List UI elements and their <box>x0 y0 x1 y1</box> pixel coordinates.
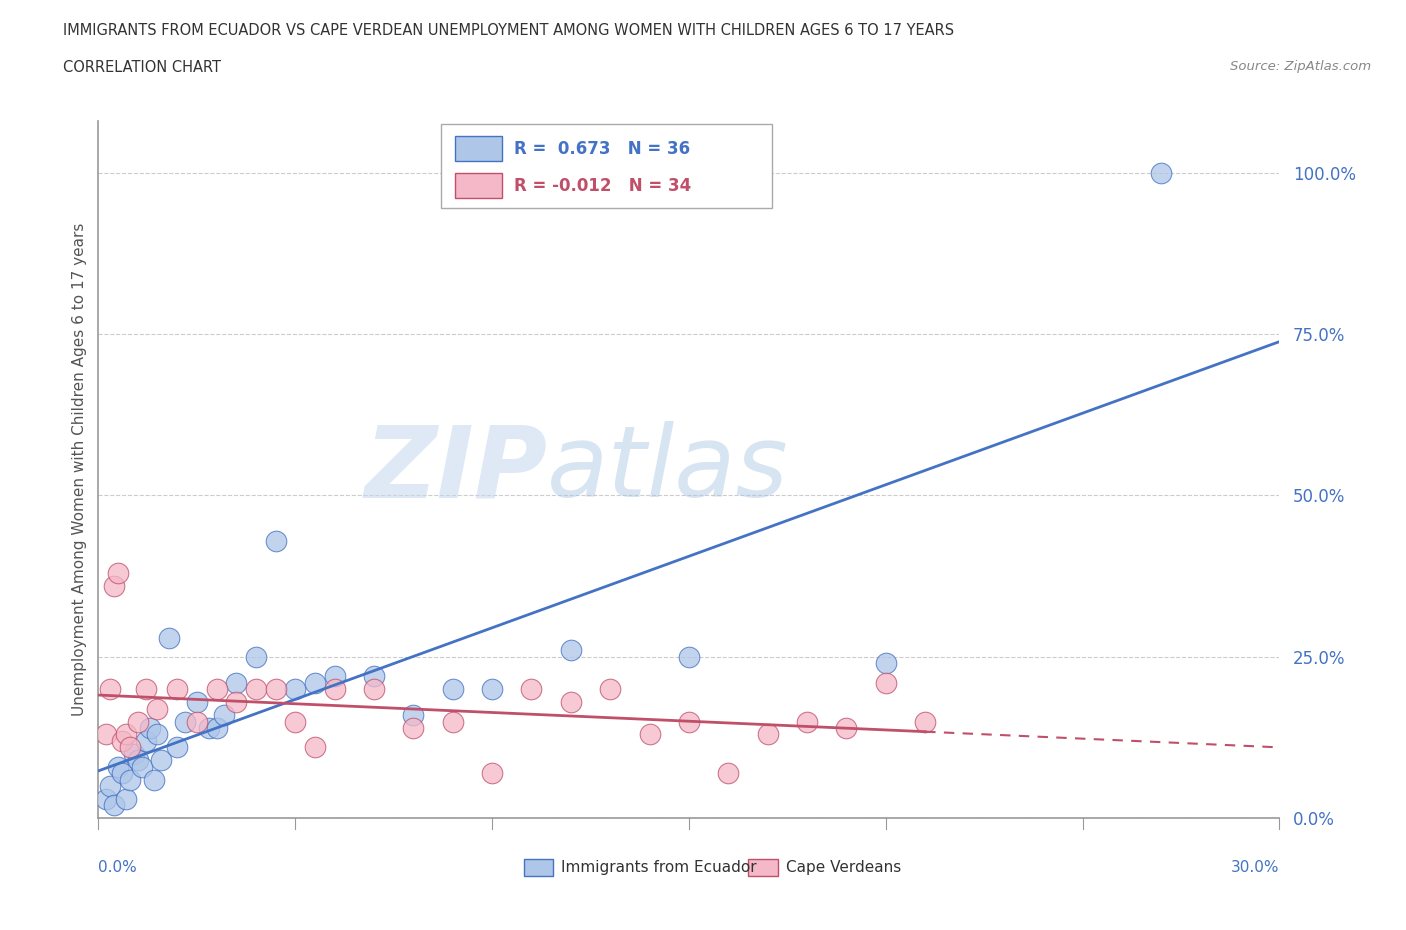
Point <box>441 714 464 729</box>
Point <box>142 772 165 787</box>
Point <box>323 669 346 684</box>
Text: atlas: atlas <box>547 421 789 518</box>
FancyBboxPatch shape <box>748 859 778 876</box>
Text: R =  0.673   N = 36: R = 0.673 N = 36 <box>515 140 690 158</box>
Point <box>111 734 134 749</box>
Point <box>111 765 134 780</box>
Point <box>225 675 247 690</box>
Point <box>678 714 700 729</box>
Point <box>875 656 897 671</box>
Point <box>186 695 208 710</box>
Text: Cape Verdeans: Cape Verdeans <box>786 859 901 875</box>
Point <box>402 721 425 736</box>
Point <box>363 682 385 697</box>
Point <box>138 721 160 736</box>
Point <box>166 682 188 697</box>
Point <box>363 669 385 684</box>
Point <box>245 682 267 697</box>
Text: Source: ZipAtlas.com: Source: ZipAtlas.com <box>1230 60 1371 73</box>
Point <box>157 631 180 645</box>
Point <box>98 778 121 793</box>
Text: 30.0%: 30.0% <box>1232 859 1279 875</box>
Point <box>323 682 346 697</box>
Point <box>131 759 153 774</box>
Point <box>304 675 326 690</box>
Text: ZIP: ZIP <box>364 421 547 518</box>
Point <box>284 682 307 697</box>
Text: CORRELATION CHART: CORRELATION CHART <box>63 60 221 75</box>
Text: 0.0%: 0.0% <box>98 859 138 875</box>
Point <box>174 714 197 729</box>
Point <box>245 649 267 664</box>
Point <box>205 721 228 736</box>
Point <box>186 714 208 729</box>
Point <box>98 682 121 697</box>
Text: R = -0.012   N = 34: R = -0.012 N = 34 <box>515 177 692 194</box>
Point <box>284 714 307 729</box>
Point <box>402 708 425 723</box>
Point <box>96 791 118 806</box>
Point <box>135 734 157 749</box>
Point <box>875 675 897 690</box>
Point <box>127 753 149 768</box>
Text: IMMIGRANTS FROM ECUADOR VS CAPE VERDEAN UNEMPLOYMENT AMONG WOMEN WITH CHILDREN A: IMMIGRANTS FROM ECUADOR VS CAPE VERDEAN … <box>63 23 955 38</box>
Point <box>115 791 138 806</box>
Point <box>560 643 582 658</box>
Point <box>835 721 858 736</box>
Point <box>115 727 138 742</box>
Point <box>756 727 779 742</box>
Point <box>304 740 326 755</box>
Point <box>599 682 621 697</box>
Point <box>146 701 169 716</box>
Point <box>225 695 247 710</box>
Point <box>796 714 818 729</box>
Point <box>122 747 145 762</box>
Point <box>560 695 582 710</box>
Point <box>678 649 700 664</box>
Point <box>118 740 141 755</box>
Point <box>717 765 740 780</box>
Text: Immigrants from Ecuador: Immigrants from Ecuador <box>561 859 756 875</box>
Point <box>103 798 125 813</box>
Point <box>96 727 118 742</box>
FancyBboxPatch shape <box>441 125 772 208</box>
Point <box>520 682 543 697</box>
Point <box>441 682 464 697</box>
Point <box>166 740 188 755</box>
FancyBboxPatch shape <box>523 859 553 876</box>
Point <box>107 565 129 580</box>
FancyBboxPatch shape <box>456 173 502 198</box>
Point <box>264 533 287 548</box>
Point <box>103 578 125 593</box>
Point <box>135 682 157 697</box>
Point <box>146 727 169 742</box>
Point <box>1150 166 1173 180</box>
Point <box>481 682 503 697</box>
Point <box>107 759 129 774</box>
Point <box>264 682 287 697</box>
Point <box>127 714 149 729</box>
Point <box>638 727 661 742</box>
FancyBboxPatch shape <box>456 137 502 162</box>
Point <box>150 753 173 768</box>
Point <box>118 772 141 787</box>
Point <box>214 708 236 723</box>
Y-axis label: Unemployment Among Women with Children Ages 6 to 17 years: Unemployment Among Women with Children A… <box>72 223 87 716</box>
Point <box>914 714 936 729</box>
Point <box>205 682 228 697</box>
Point <box>481 765 503 780</box>
Point <box>197 721 219 736</box>
